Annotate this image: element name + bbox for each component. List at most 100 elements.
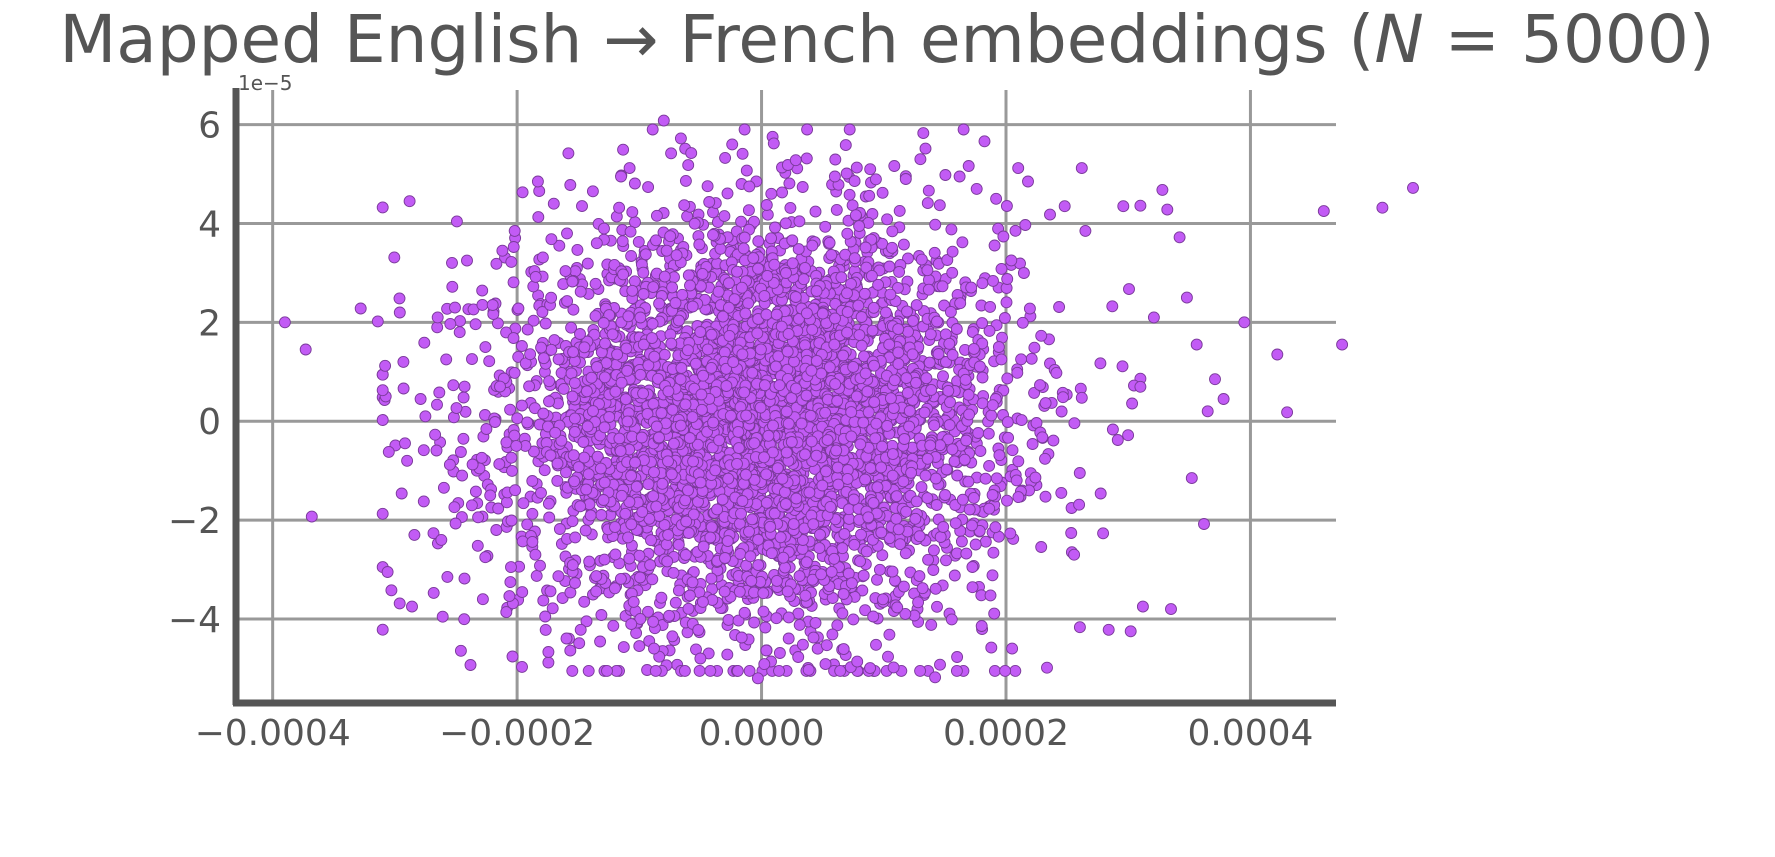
data-point-3651 <box>696 595 709 608</box>
data-point-3308 <box>682 602 695 615</box>
data-point-3909 <box>966 561 979 573</box>
data-point-4880 <box>635 431 648 444</box>
data-point-2739 <box>990 192 1003 205</box>
data-point-4959 <box>792 651 805 663</box>
data-point-4878 <box>709 464 722 477</box>
data-point-3380 <box>447 379 460 392</box>
data-point-4108 <box>623 552 636 565</box>
data-point-4597 <box>849 209 862 222</box>
data-point-4587 <box>779 498 792 510</box>
data-point-4765 <box>738 386 751 399</box>
data-point-1987 <box>945 223 958 236</box>
data-point-2223 <box>1015 414 1028 427</box>
data-point-4677 <box>634 368 647 381</box>
data-point-4909 <box>403 195 416 208</box>
data-point-3562 <box>1004 527 1017 540</box>
data-point-3717 <box>552 570 565 583</box>
data-point-2133 <box>672 584 685 597</box>
data-point-4784 <box>736 495 749 507</box>
data-point-4930 <box>494 380 506 393</box>
data-point-4794 <box>982 427 995 440</box>
data-point-4821 <box>458 613 471 626</box>
data-point-4920 <box>453 326 466 339</box>
data-point-4702 <box>948 455 961 468</box>
data-point-4026 <box>969 538 982 551</box>
data-point-4627 <box>681 344 694 357</box>
data-point-4283 <box>850 161 863 174</box>
data-point-2393 <box>793 215 806 228</box>
data-point-4963 <box>899 173 912 185</box>
data-point-4217 <box>682 527 695 539</box>
data-point-4795 <box>524 348 537 361</box>
data-point-4863 <box>621 415 634 428</box>
data-point-4451 <box>768 258 781 271</box>
data-point-1804 <box>929 582 942 595</box>
data-point-4866 <box>376 384 389 397</box>
data-point-4889 <box>859 473 872 486</box>
data-point-4125 <box>861 385 874 398</box>
data-point-4315 <box>590 570 603 583</box>
data-point-4123 <box>504 403 517 416</box>
data-point-4779 <box>782 417 795 430</box>
data-point-4425 <box>737 242 750 255</box>
data-point-4650 <box>722 277 735 290</box>
data-point-2774 <box>950 323 963 335</box>
data-point-3020 <box>809 205 822 218</box>
data-point-3003 <box>941 254 954 266</box>
data-point-4865 <box>776 472 789 485</box>
data-point-4691 <box>574 500 587 513</box>
data-point-4864 <box>1000 200 1013 212</box>
data-point-2875 <box>449 517 462 530</box>
data-point-3745 <box>660 244 673 257</box>
data-point-4555 <box>740 409 753 422</box>
data-point-4714 <box>800 389 813 402</box>
data-point-1626 <box>528 402 541 415</box>
data-point-3474 <box>1065 527 1078 539</box>
data-point-1171 <box>511 412 524 425</box>
data-point-4872 <box>944 396 956 409</box>
data-point-4416 <box>630 480 643 493</box>
data-point-4222 <box>568 377 581 389</box>
data-point-4644 <box>764 520 777 533</box>
data-point-3180 <box>642 605 654 618</box>
data-point-857 <box>527 314 540 327</box>
data-point-4573 <box>662 385 675 398</box>
data-point-4777 <box>675 362 688 374</box>
data-point-1492 <box>829 153 842 166</box>
data-point-3881 <box>1002 431 1015 444</box>
data-point-3397 <box>625 469 638 482</box>
data-point-4965 <box>929 671 942 684</box>
data-point-523 <box>553 239 566 252</box>
data-point-4791 <box>960 434 973 447</box>
data-point-4559 <box>807 518 820 531</box>
data-point-4888 <box>609 385 622 398</box>
data-point-4388 <box>662 528 675 541</box>
data-point-1579 <box>854 555 867 568</box>
data-point-4320 <box>922 283 935 296</box>
data-point-4130 <box>900 372 913 385</box>
data-point-2980 <box>545 233 558 246</box>
data-point-3721 <box>974 445 987 458</box>
data-point-4528 <box>617 268 630 281</box>
data-point-4333 <box>551 474 564 487</box>
data-point-4946 <box>633 640 646 653</box>
data-point-2483 <box>1126 397 1139 410</box>
data-point-4612 <box>767 419 779 432</box>
data-point-4841 <box>780 267 792 279</box>
data-point-4104 <box>1050 366 1063 379</box>
data-point-4922 <box>458 380 471 393</box>
data-point-4812 <box>816 479 829 492</box>
data-point-3680 <box>946 266 959 279</box>
data-point-4845 <box>614 445 627 458</box>
data-point-4839 <box>598 421 611 434</box>
data-point-4803 <box>695 403 708 416</box>
data-point-4955 <box>751 672 764 685</box>
data-point-3200 <box>688 217 701 230</box>
data-point-3396 <box>925 618 938 631</box>
data-point-4961 <box>843 188 856 201</box>
data-point-4659 <box>899 547 912 560</box>
data-point-1530 <box>1106 423 1119 436</box>
data-point-4901 <box>354 302 367 315</box>
data-point-4621 <box>508 366 521 379</box>
data-point-3882 <box>929 472 942 485</box>
